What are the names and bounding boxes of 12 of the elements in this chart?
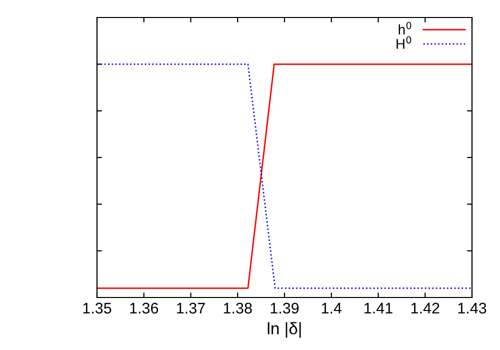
x-tick-label: 1.39 [270,302,299,314]
x-tick-label: 1.42 [411,302,440,314]
x-tick-label: 1.4 [322,302,342,314]
legend-label: h$^{0}$ [398,22,412,34]
x-tick-label: 1.43 [458,302,486,314]
legend-label: H$^{0}$ [396,36,412,49]
x-tick-label: 1.38 [224,302,252,314]
x-tick-label: 1.36 [130,302,158,314]
x-tick-label: 1.41 [364,302,392,314]
x-tick-label: 1.35 [83,302,112,314]
x-tick-label: 1.37 [177,302,205,314]
x-axis-title: ln |δ| [268,322,301,338]
